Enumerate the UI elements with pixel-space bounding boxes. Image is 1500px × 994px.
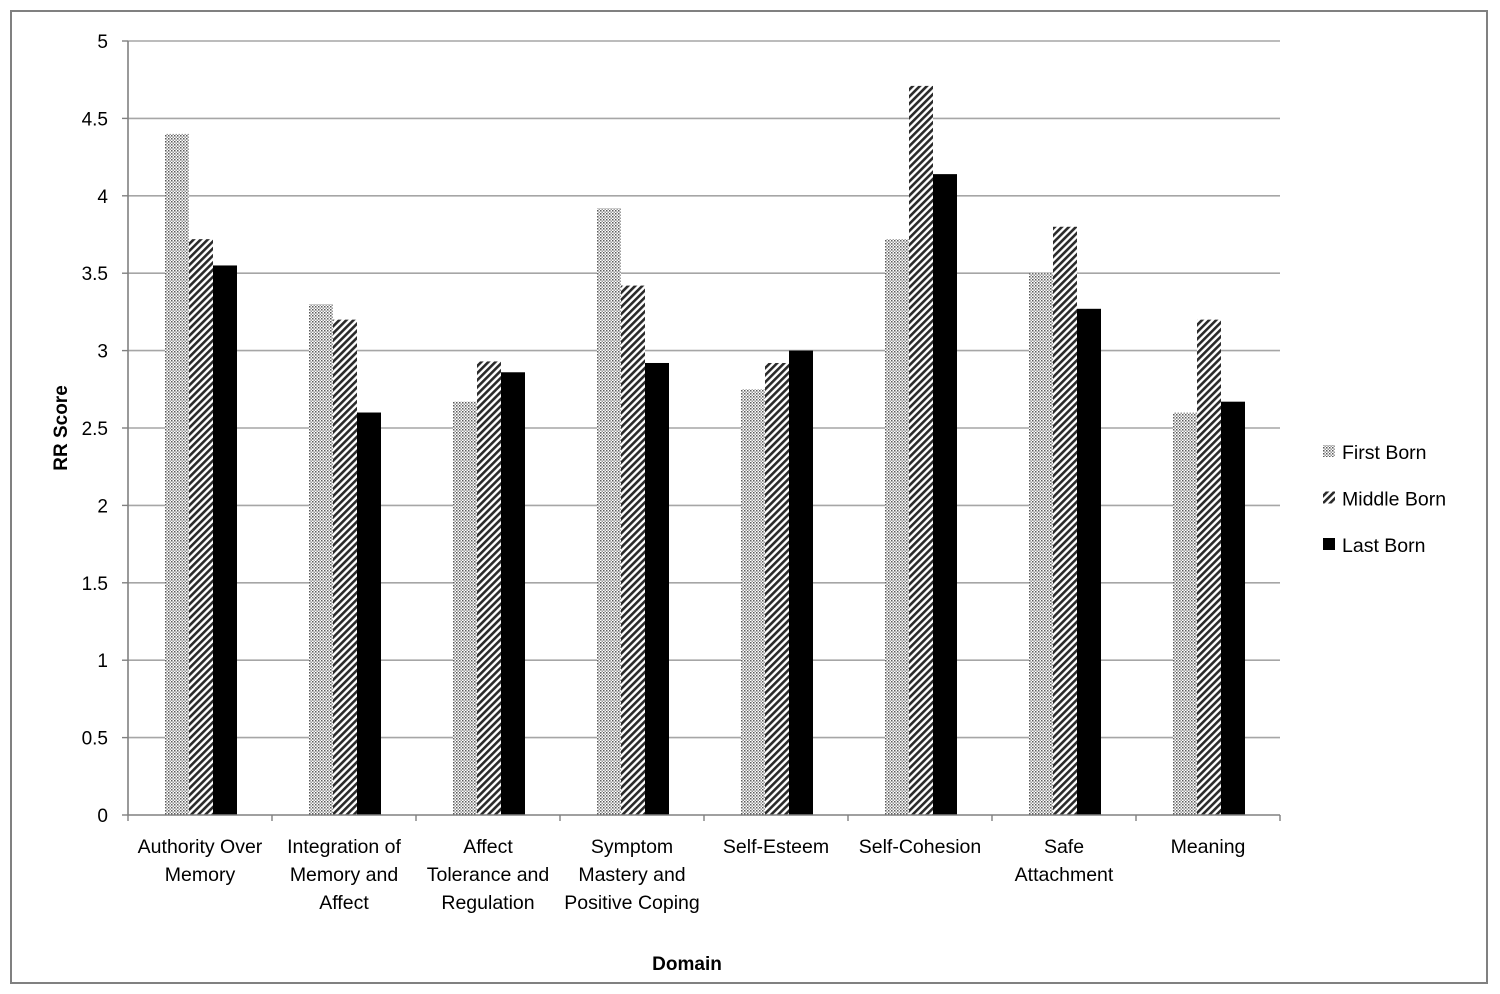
bar-solid — [645, 362, 669, 815]
bar-dots — [885, 239, 909, 816]
y-tick-label: 0.5 — [82, 729, 108, 750]
bar-solid — [213, 265, 237, 816]
bar-solid — [1221, 401, 1245, 815]
category-label: Attachment — [1015, 864, 1114, 886]
y-axis-title: RR Score — [51, 385, 72, 471]
bar-solid — [933, 174, 957, 816]
category-label: Affect — [319, 892, 369, 914]
y-tick-label: 0 — [97, 806, 108, 827]
bar-dots — [1173, 412, 1197, 815]
legend-label: Last Born — [1342, 535, 1425, 557]
category-label: Affect — [463, 836, 513, 858]
category-label: Self-Esteem — [723, 836, 829, 858]
y-tick-label: 5 — [97, 32, 108, 53]
bar-hatch — [189, 239, 213, 816]
category-label: Tolerance and — [427, 864, 550, 886]
bar-hatch — [765, 362, 789, 815]
bar-dots — [309, 304, 333, 815]
legend: First Born Middle Born Last Born — [1323, 442, 1446, 557]
gridlines — [128, 40, 1280, 739]
y-axis-ticks: 0 0.5 1 1.5 2 2.5 3 3.5 4 4.5 5 — [82, 32, 128, 827]
bar-hatch — [477, 361, 501, 815]
category-label: Meaning — [1171, 836, 1246, 858]
category-label: Symptom — [591, 836, 673, 858]
y-tick-label: 4.5 — [82, 109, 108, 130]
category-label: Self-Cohesion — [859, 836, 981, 858]
y-tick-label: 3.5 — [82, 264, 108, 285]
bar-solid — [357, 412, 381, 815]
y-tick-label: 2.5 — [82, 419, 108, 440]
bars — [165, 85, 1245, 816]
bar-hatch — [1197, 319, 1221, 815]
bar-hatch — [621, 285, 645, 816]
bar-hatch — [333, 319, 357, 815]
category-labels: Authority Over Memory Integration of Memory… — [138, 836, 1246, 914]
category-label: Authority Over — [138, 836, 263, 858]
bar-dots — [741, 389, 765, 815]
bar-solid — [1077, 308, 1101, 815]
category-label: Regulation — [441, 892, 534, 914]
y-tick-label: 2 — [97, 496, 108, 517]
bar-dots — [453, 401, 477, 815]
category-label: Integration of — [287, 836, 401, 858]
legend-label: First Born — [1342, 442, 1427, 464]
y-tick-label: 1 — [97, 651, 108, 672]
bar-solid — [789, 350, 813, 815]
y-tick-label: 3 — [97, 342, 108, 363]
x-axis-title: Domain — [652, 954, 722, 975]
x-axis — [127, 41, 1281, 821]
category-label: Memory — [165, 864, 236, 886]
bar-dots — [165, 133, 189, 815]
legend-swatch-dots — [1323, 445, 1335, 457]
legend-swatch-hatch — [1323, 491, 1335, 504]
legend-swatch-solid — [1323, 538, 1335, 550]
bar-dots — [1029, 273, 1053, 815]
bar-hatch — [1053, 226, 1077, 815]
bar-solid — [501, 372, 525, 815]
category-label: Safe — [1044, 836, 1084, 858]
y-tick-label: 1.5 — [82, 574, 108, 595]
category-label: Memory and — [290, 864, 398, 886]
category-label: Mastery and — [578, 864, 685, 886]
bar-dots — [597, 208, 621, 815]
y-tick-label: 4 — [97, 187, 108, 208]
category-label: Positive Coping — [564, 892, 700, 914]
bar-hatch — [909, 85, 933, 816]
legend-label: Middle Born — [1342, 489, 1446, 511]
